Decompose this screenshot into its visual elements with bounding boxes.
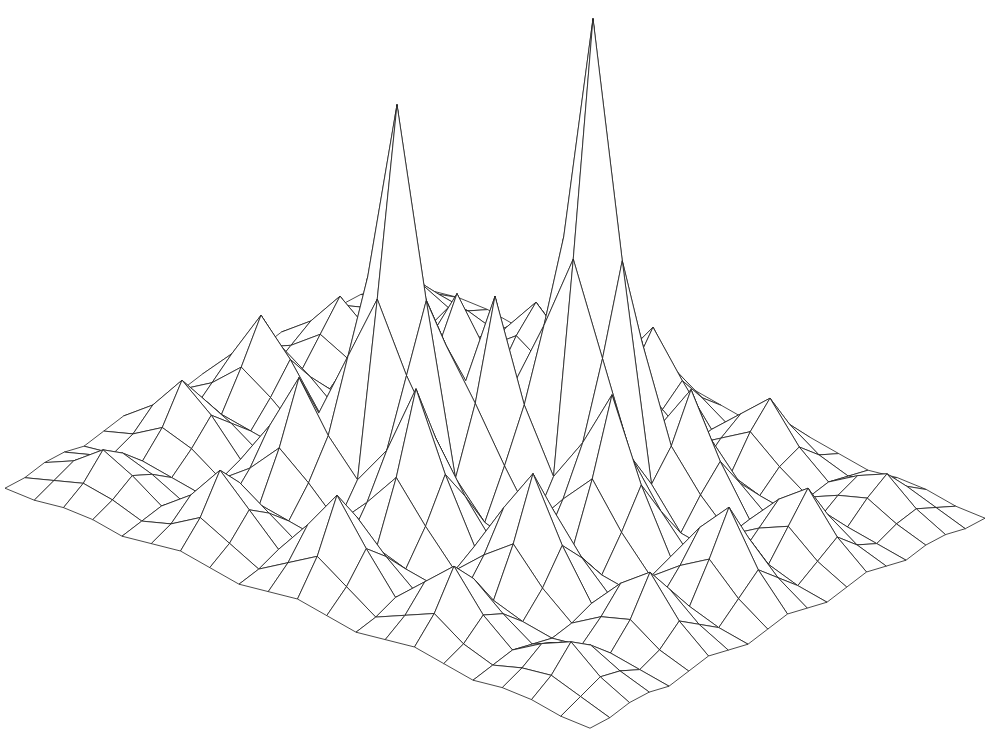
- surface-cell: [561, 697, 610, 729]
- surface-mesh: [5, 19, 985, 729]
- surface-chart: [0, 0, 987, 735]
